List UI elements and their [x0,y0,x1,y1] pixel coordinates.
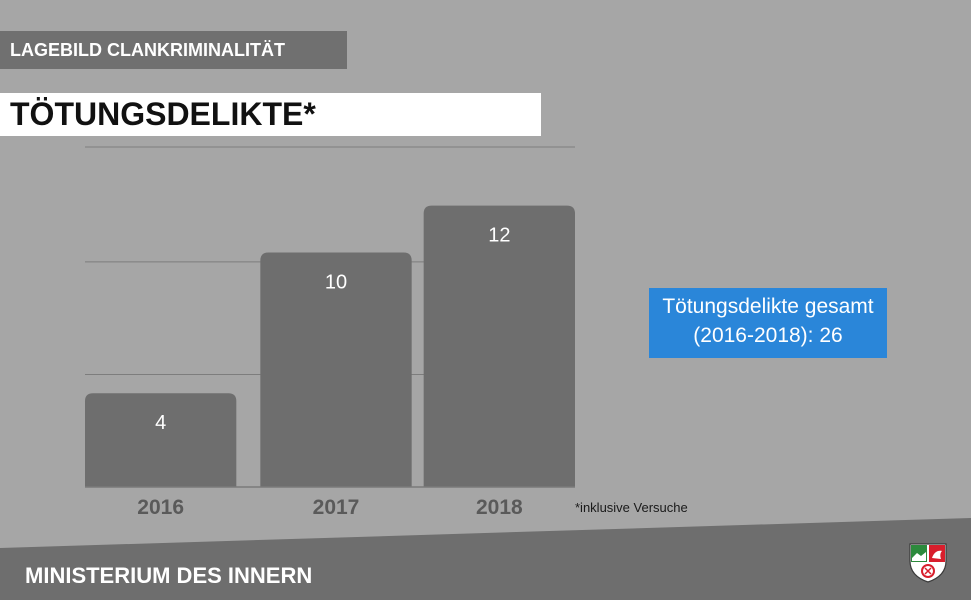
x-tick-label-2018: 2018 [476,496,523,519]
summary-box: Tötungsdelikte gesamt (2016-2018): 26 [649,288,887,358]
data-label-2018: 12 [488,225,510,247]
x-tick-label-2017: 2017 [313,496,360,519]
ministry-name: MINISTERIUM DES INNERN [25,563,313,588]
bar-2016 [85,393,237,487]
data-label-2016: 4 [155,412,166,434]
data-label-2017: 10 [325,272,347,294]
summary-line-1: Tötungsdelikte gesamt [662,295,874,318]
summary-line-2: (2016-2018): 26 [693,324,843,347]
section-kicker: LAGEBILD CLANKRIMINALITÄT [0,31,347,69]
footnote: *inklusive Versuche [575,500,688,515]
nrw-coat-of-arms-icon [909,543,947,583]
bar-2017 [260,252,412,487]
bar-2018 [423,205,575,487]
chart-labels: 4 2016 10 2017 12 2018 [137,225,523,519]
page-title: TÖTUNGSDELIKTE* [0,93,541,136]
chart-bars [85,205,575,487]
x-tick-label-2016: 2016 [137,496,184,519]
